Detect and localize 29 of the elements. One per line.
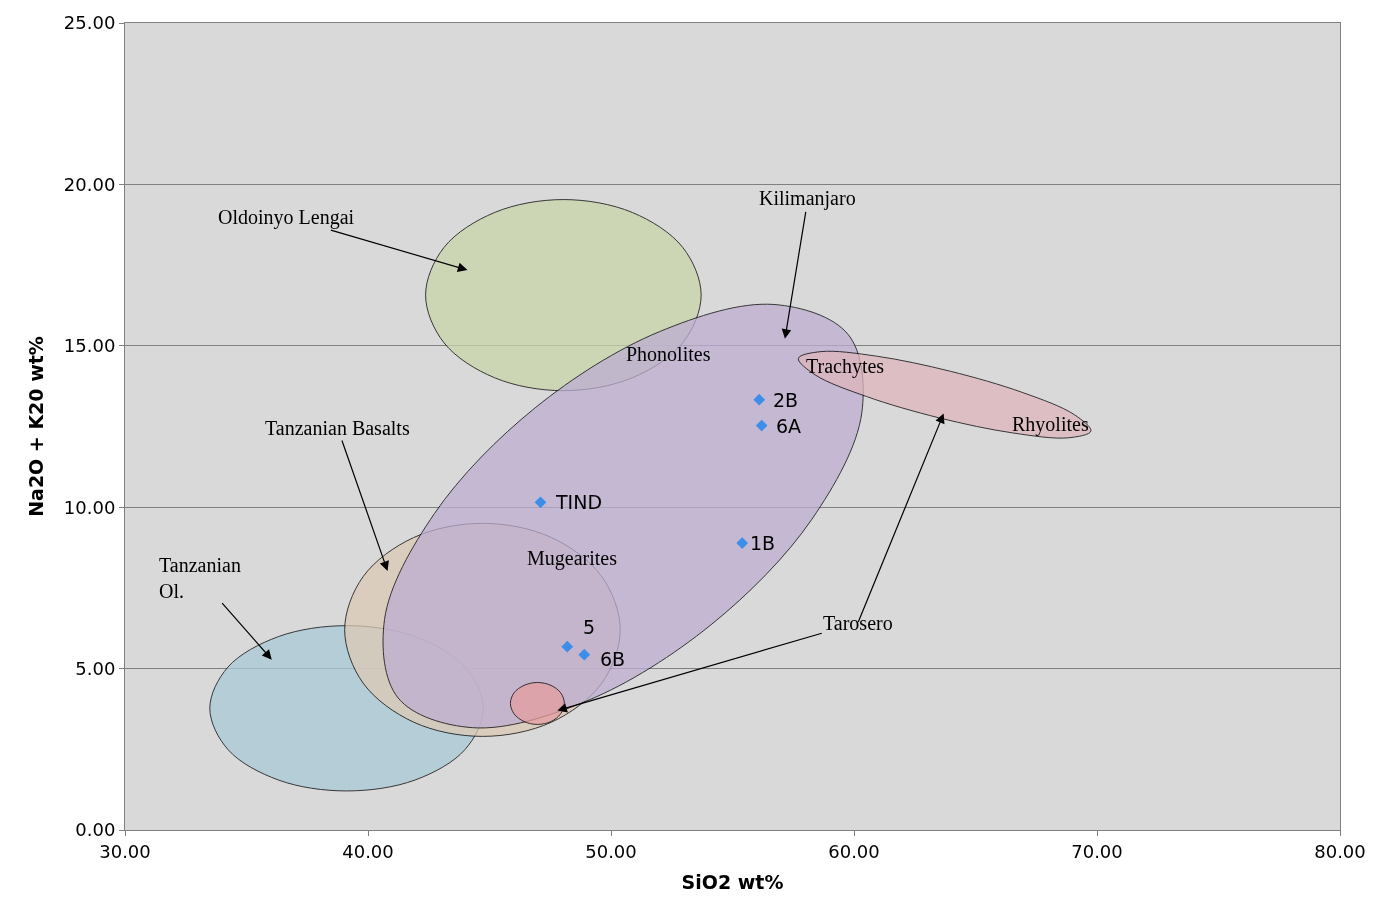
annotation: Phonolites [626, 343, 711, 365]
annotation: 2B [773, 389, 799, 411]
x-tick-label: 40.00 [342, 840, 394, 862]
x-tick-label: 60.00 [828, 840, 880, 862]
y-axis-title: Na2O + K20 wt% [24, 336, 47, 517]
annotation: Rhyolites [1012, 413, 1089, 436]
x-tick-label: 80.00 [1314, 840, 1366, 862]
y-tick-label: 15.00 [63, 335, 116, 357]
x-tick-label: 70.00 [1071, 840, 1123, 862]
annotation: Tanzanian Ol. [159, 554, 241, 602]
annotation: 6B [600, 648, 626, 670]
x-tick-label: 30.00 [99, 840, 151, 862]
annotation: Kilimanjaro [759, 187, 856, 210]
y-tick-label: 20.00 [63, 173, 116, 195]
y-tick-label: 5.00 [75, 657, 116, 679]
annotation: Mugearites [527, 547, 618, 570]
annotation: TIND [555, 491, 603, 513]
y-tick-label: 25.00 [63, 12, 116, 34]
x-axis-title: SiO2 wt% [681, 871, 784, 894]
annotation: Trachytes [806, 355, 885, 378]
annotation: 5 [583, 616, 596, 638]
x-tick-label: 50.00 [585, 840, 637, 862]
annotation: Oldoinyo Lengai [218, 206, 355, 229]
annotation: 1B [750, 532, 776, 554]
annotation: Tanzanian Basalts [265, 417, 410, 439]
y-tick-label: 0.00 [75, 819, 116, 841]
y-tick-label: 10.00 [63, 496, 116, 518]
annotation: 6A [776, 415, 802, 437]
annotation: Tarosero [823, 612, 893, 634]
